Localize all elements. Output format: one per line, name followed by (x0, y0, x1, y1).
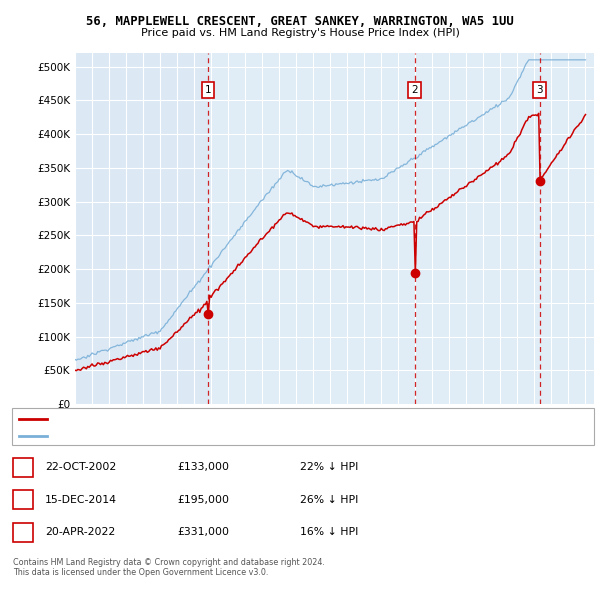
Text: £195,000: £195,000 (177, 495, 229, 504)
Text: Price paid vs. HM Land Registry's House Price Index (HPI): Price paid vs. HM Land Registry's House … (140, 28, 460, 38)
Text: 20-APR-2022: 20-APR-2022 (45, 527, 115, 537)
Text: Contains HM Land Registry data © Crown copyright and database right 2024.
This d: Contains HM Land Registry data © Crown c… (13, 558, 325, 577)
Text: 26% ↓ HPI: 26% ↓ HPI (300, 495, 358, 504)
Text: £331,000: £331,000 (177, 527, 229, 537)
Text: HPI: Average price, detached house, Warrington: HPI: Average price, detached house, Warr… (54, 431, 264, 440)
Text: 2: 2 (20, 495, 26, 504)
Text: 2: 2 (412, 85, 418, 95)
Text: £133,000: £133,000 (177, 463, 229, 472)
Text: 22% ↓ HPI: 22% ↓ HPI (300, 463, 358, 472)
Bar (208, 53, 594, 404)
Text: 1: 1 (20, 463, 26, 472)
Text: 1: 1 (205, 85, 211, 95)
Text: 16% ↓ HPI: 16% ↓ HPI (300, 527, 358, 537)
Text: 3: 3 (536, 85, 543, 95)
Text: 3: 3 (20, 527, 26, 537)
Text: 56, MAPPLEWELL CRESCENT, GREAT SANKEY, WARRINGTON, WA5 1UU: 56, MAPPLEWELL CRESCENT, GREAT SANKEY, W… (86, 15, 514, 28)
Text: 15-DEC-2014: 15-DEC-2014 (45, 495, 117, 504)
Text: 56, MAPPLEWELL CRESCENT, GREAT SANKEY, WARRINGTON, WA5 1UU (detached house: 56, MAPPLEWELL CRESCENT, GREAT SANKEY, W… (54, 414, 439, 423)
Text: 22-OCT-2002: 22-OCT-2002 (45, 463, 116, 472)
